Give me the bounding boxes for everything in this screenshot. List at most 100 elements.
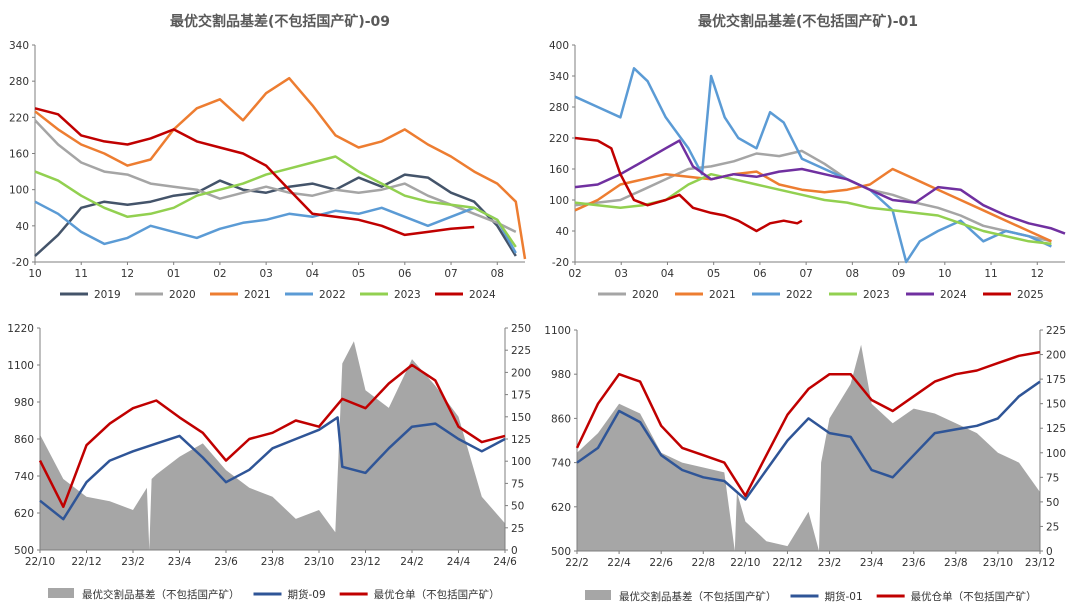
x-tick-label: 24/2: [400, 556, 424, 568]
legend-item: 2023: [829, 289, 890, 301]
x-tick-label: 23/2: [121, 556, 145, 568]
x-tick-label: 08: [846, 268, 859, 280]
series-area: [577, 344, 1040, 551]
y-tick-label-right: 25: [511, 523, 524, 535]
y-tick-label-right: 150: [1046, 399, 1066, 411]
legend-swatch: [48, 588, 74, 598]
legend-label: 2023: [394, 289, 421, 301]
x-tick-label: 23/6: [214, 556, 238, 568]
y-tick-label: 980: [551, 369, 571, 381]
x-tick-label: 02: [213, 268, 226, 280]
y-tick-label: 740: [551, 458, 571, 470]
series-area: [40, 341, 505, 550]
series-line-最优仓单（不包括国产矿）: [575, 350, 1041, 498]
x-tick-label: 23/12: [350, 556, 380, 568]
x-tick-label: 12: [1031, 268, 1044, 280]
legend-item: 2019: [60, 289, 121, 301]
legend-item: 2022: [752, 289, 813, 301]
x-tick-label: 03: [259, 268, 272, 280]
y-tick-label-right: 0: [511, 545, 518, 557]
y-tick-label: 160: [549, 164, 569, 176]
legend-label: 2024: [469, 289, 496, 301]
series-line-2020: [574, 149, 1052, 243]
series-line-2024: [34, 107, 475, 237]
series-line-2023: [34, 155, 517, 248]
legend-label: 2025: [1017, 289, 1044, 301]
y-tick-label: 40: [556, 226, 569, 238]
y-tick-label: -20: [552, 257, 569, 269]
chart-title: 最优交割品基差(不包括国产矿)-01: [698, 13, 918, 30]
x-tick-label: 23/4: [168, 556, 192, 568]
x-tick-label: 10: [938, 268, 951, 280]
y-tick-label: 100: [9, 185, 29, 197]
x-tick-label: 23/8: [944, 557, 968, 569]
legend-label: 2023: [863, 289, 890, 301]
x-tick-label: 04: [661, 268, 675, 280]
x-tick-label: 04: [306, 268, 320, 280]
legend-item: 2025: [983, 289, 1044, 301]
x-tick-label: 22/12: [772, 557, 802, 569]
series-line-2021: [34, 76, 527, 260]
x-tick-label: 23/6: [902, 557, 926, 569]
x-tick-label: 03: [615, 268, 628, 280]
legend-item: 最优交割品基差（不包括国产矿）: [585, 590, 777, 603]
x-tick-label: 05: [707, 268, 720, 280]
y-tick-label-right: 150: [511, 412, 531, 424]
x-tick-label: 24/4: [447, 556, 471, 568]
series-line-期货-01: [576, 380, 1041, 501]
x-tick-label: 22/4: [607, 557, 631, 569]
y-tick-label: 1100: [544, 325, 571, 337]
y-tick-label: 860: [14, 434, 34, 446]
x-tick-label: 23/10: [983, 557, 1013, 569]
series-line-2024: [574, 139, 1066, 235]
y-tick-label: 220: [549, 133, 569, 145]
x-tick-label: 22/10: [25, 556, 55, 568]
chart-3: 500 620 740 860 980 1100 1220 0 25 50 75 100 125 150 1…: [7, 323, 531, 601]
y-tick-label: 1220: [7, 323, 34, 335]
legend-item: 2021: [675, 289, 736, 301]
x-tick-label: 06: [398, 268, 412, 280]
x-tick-label: 22/12: [71, 556, 101, 568]
y-tick-label-right: 100: [1046, 448, 1066, 460]
legend-item: 2020: [598, 289, 659, 301]
x-tick-label: 23/12: [1025, 557, 1055, 569]
x-tick-label: 22/6: [649, 557, 673, 569]
legend-label: 2022: [786, 289, 813, 301]
series-line-2022: [34, 200, 517, 254]
chart-2: 最优交割品基差(不包括国产矿)-01 -20 40 100 160 220 280 340 40…: [549, 13, 1066, 301]
x-tick-label: 09: [892, 268, 905, 280]
legend-item: 2024: [435, 289, 496, 301]
series-line-2025: [574, 136, 803, 233]
y-tick-label: 340: [549, 71, 569, 83]
y-tick-label: 400: [549, 40, 569, 52]
y-tick-label-right: 100: [511, 456, 531, 468]
legend-item: 2022: [285, 289, 346, 301]
y-tick-label-right: 50: [1046, 497, 1059, 509]
y-tick-label: 160: [9, 149, 29, 161]
legend-label: 2020: [169, 289, 196, 301]
legend-label: 2024: [940, 289, 967, 301]
y-tick-label-right: 225: [1046, 325, 1066, 337]
x-tick-label: 02: [568, 268, 581, 280]
legend-label: 2022: [319, 289, 346, 301]
y-tick-label-right: 50: [511, 501, 524, 513]
legend-item: 最优仓单（不包括国产矿）: [876, 590, 1037, 603]
chart-1: 最优交割品基差(不包括国产矿)-09 -20 40 100 160 220 280 340 10…: [9, 13, 527, 301]
series-line-2020: [34, 119, 517, 234]
y-tick-label-right: 200: [1046, 350, 1066, 362]
y-tick-label: 620: [551, 502, 571, 514]
legend-item: 2024: [906, 289, 967, 301]
legend-label: 2020: [632, 289, 659, 301]
y-tick-label: 280: [549, 102, 569, 114]
legend-label: 最优仓单（不包括国产矿）: [911, 590, 1037, 603]
series-line-2021: [574, 167, 1052, 243]
legend-item: 期货-09: [253, 588, 326, 601]
y-tick-label-right: 25: [1046, 521, 1059, 533]
legend-label: 最优交割品基差（不包括国产矿）: [82, 588, 240, 601]
x-tick-label: 11: [984, 268, 997, 280]
y-tick-label: 620: [14, 508, 34, 520]
legend-item: 最优交割品基差（不包括国产矿）: [48, 588, 240, 601]
x-tick-label: 07: [799, 268, 812, 280]
legend-label: 2019: [94, 289, 121, 301]
x-tick-label: 10: [28, 268, 41, 280]
